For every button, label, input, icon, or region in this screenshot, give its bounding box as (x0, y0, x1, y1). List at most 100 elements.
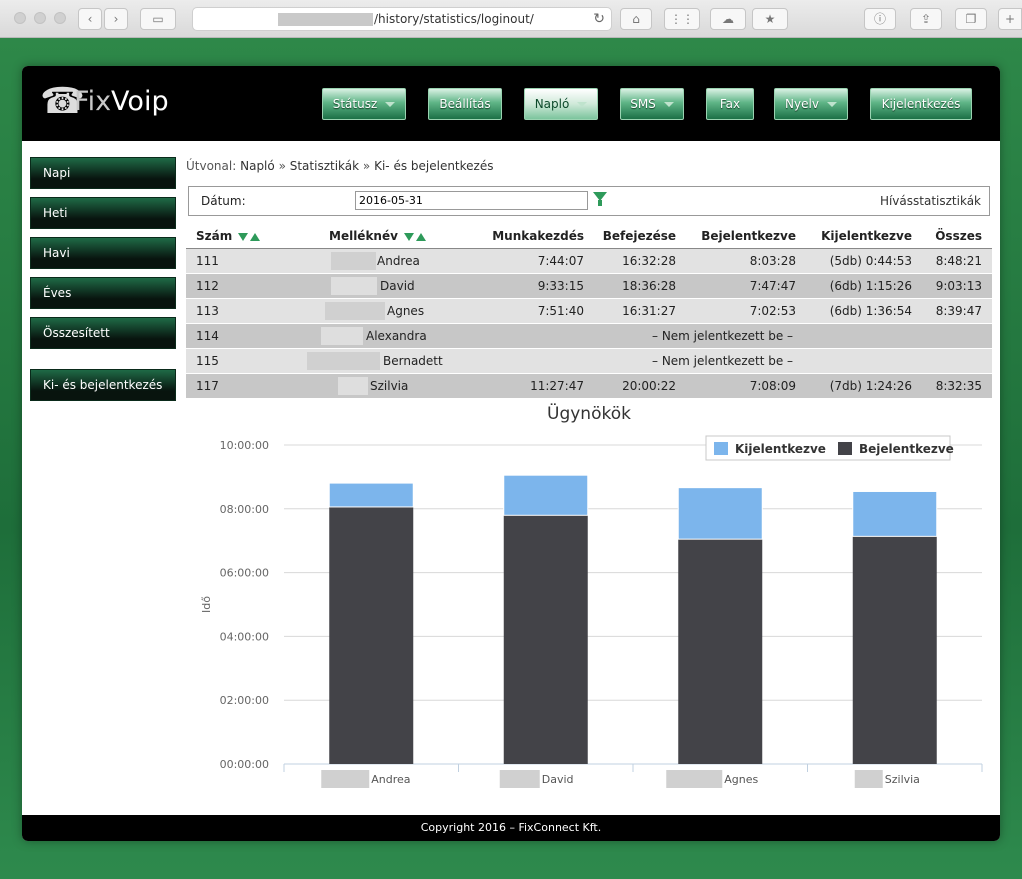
app-panel: ☎ FixVoip Státusz Beállítás Napló SMS Fa… (22, 66, 1000, 841)
chart-title: Ügynökök (547, 404, 631, 424)
share-icon[interactable]: ⇪ (910, 8, 942, 30)
filter-icon[interactable] (593, 192, 607, 201)
y-tick-label: 10:00:00 (220, 439, 269, 452)
home-icon[interactable]: ⌂ (620, 8, 652, 30)
bookmark-icon[interactable]: ★ (752, 8, 788, 30)
bar-kijelentkezve (503, 474, 589, 516)
nav-statusz[interactable]: Státusz (322, 88, 406, 120)
sidebar-toggle-icon[interactable]: ▭ (140, 8, 176, 30)
chevron-down-icon (826, 102, 837, 107)
bar-bejelentkezve (503, 515, 588, 764)
legend-label: Kijelentkezve (735, 442, 826, 456)
back-icon[interactable]: ‹ (78, 8, 102, 30)
y-axis-label: Idő (200, 596, 213, 613)
table-row: 117 Szilvia 11:27:47 20:00:22 7:08:09 (7… (186, 374, 992, 399)
breadcrumb: Útvonal: Napló » Statisztikák » Ki- és b… (186, 159, 494, 173)
y-tick-label: 02:00:00 (220, 694, 269, 707)
window-close-button[interactable] (14, 12, 26, 24)
nav-kijelentkezes[interactable]: Kijelentkezés (870, 88, 972, 120)
col-munkakezdes: Munkakezdés (492, 229, 584, 243)
hivasstatisztikak-link[interactable]: Hívásstatisztikák (879, 194, 981, 208)
nav-nyelv[interactable]: Nyelv (774, 88, 848, 120)
table-row: 111 Andrea 7:44:07 16:32:28 8:03:28 (5db… (186, 249, 992, 274)
table-header: Szám Melléknév Munkakezdés Befejezése Be… (186, 224, 992, 249)
logo-text: FixVoip (74, 86, 169, 117)
apps-grid-icon[interactable]: ⋮⋮ (664, 8, 700, 30)
window-zoom-button[interactable] (54, 12, 66, 24)
address-bar[interactable]: /history/statistics/loginout/ ↻ (192, 7, 612, 31)
category-mask (321, 770, 370, 788)
bar-bejelentkezve (852, 536, 937, 764)
info-icon[interactable]: ⓘ (864, 8, 896, 30)
agents-chart: 00:00:00 02:00:00 04:00:00 06:00:00 08:00:00… (200, 435, 983, 788)
y-tick-label: 04:00:00 (220, 630, 269, 643)
reload-icon[interactable]: ↻ (593, 11, 605, 27)
sort-up-icon[interactable] (250, 232, 261, 241)
breadcrumb-prefix: Útvonal: (186, 159, 237, 173)
name-mask (331, 252, 376, 270)
bar-kijelentkezve (677, 487, 763, 540)
url-host-mask (278, 13, 373, 26)
url-path: /history/statistics/loginout/ (374, 12, 534, 26)
x-tick-label: Andrea (371, 773, 410, 786)
browser-toolbar: ‹ › ▭ /history/statistics/loginout/ ↻ ⌂ … (0, 0, 1022, 38)
x-tick-label: Agnes (724, 773, 758, 786)
nav-beallitas[interactable]: Beállítás (428, 88, 502, 120)
category-mask (499, 770, 540, 788)
sidebar-item-napi[interactable]: Napi (30, 157, 176, 189)
app-header: ☎ FixVoip Státusz Beállítás Napló SMS Fa… (22, 66, 1000, 141)
window-minimize-button[interactable] (34, 12, 46, 24)
x-tick-label: Szilvia (885, 773, 920, 786)
sort-down-icon[interactable] (404, 232, 415, 241)
table-row: 113 Agnes 7:51:40 16:31:27 7:02:53 (6db)… (186, 299, 992, 324)
x-tick-label: David (542, 773, 574, 786)
bar-kijelentkezve (852, 490, 938, 537)
name-mask (321, 327, 363, 345)
breadcrumb-statisztikak[interactable]: Statisztikák (289, 159, 360, 173)
category-mask (666, 770, 723, 788)
sort-down-icon[interactable] (238, 232, 249, 241)
forward-icon[interactable]: › (104, 8, 128, 30)
y-tick-label: 08:00:00 (220, 503, 269, 516)
date-label: Dátum: (201, 194, 246, 208)
tabs-icon[interactable]: ❐ (955, 8, 987, 30)
col-osszes: Összes (935, 229, 982, 243)
sidebar-item-ki-bejelentkezes[interactable]: Ki- és bejelentkezés (30, 369, 176, 401)
bar-bejelentkezve (329, 506, 414, 764)
sidebar-item-osszesitett[interactable]: Összesített (30, 317, 176, 349)
table-row: 114 Alexandra – Nem jelentkezett be – (186, 324, 992, 349)
nav-naplo[interactable]: Napló (524, 88, 598, 120)
legend-label: Bejelentkezve (859, 442, 954, 456)
name-mask (307, 352, 380, 370)
nav-fax[interactable]: Fax (706, 88, 754, 120)
nav-sms[interactable]: SMS (620, 88, 684, 120)
breadcrumb-naplo[interactable]: Napló (240, 159, 275, 173)
col-szam[interactable]: Szám (196, 229, 261, 243)
y-tick-label: 06:00:00 (220, 567, 269, 580)
name-mask (325, 302, 385, 320)
footer: Copyright 2016 – FixConnect Kft. (22, 815, 1000, 841)
cloud-icon[interactable]: ☁ (710, 8, 746, 30)
legend-swatch (838, 442, 852, 455)
breadcrumb-current: Ki- és bejelentkezés (374, 159, 494, 173)
sort-up-icon[interactable] (416, 232, 427, 241)
date-input[interactable] (355, 191, 588, 210)
new-tab-icon[interactable]: + (998, 8, 1022, 30)
sidebar-item-eves[interactable]: Éves (30, 277, 176, 309)
col-mellekname[interactable]: Melléknév (329, 229, 427, 243)
name-mask (338, 377, 368, 395)
filter-icon-stem (598, 200, 602, 206)
date-filter: Dátum: Hívásstatisztikák (188, 186, 990, 216)
sidebar-item-heti[interactable]: Heti (30, 197, 176, 229)
sidebar-item-havi[interactable]: Havi (30, 237, 176, 269)
chevron-down-icon (663, 102, 674, 107)
chevron-down-icon (577, 102, 588, 107)
legend-box (705, 435, 951, 461)
y-tick-label: 00:00:00 (220, 758, 269, 771)
table-row: 112 David 9:33:15 18:36:28 7:47:47 (6db)… (186, 274, 992, 299)
name-mask (331, 277, 377, 295)
col-kijelentkezve: Kijelentkezve (821, 229, 912, 243)
bar-kijelentkezve (328, 482, 414, 508)
legend-swatch (714, 442, 728, 455)
table-row: 115 Bernadett – Nem jelentkezett be – (186, 349, 992, 374)
